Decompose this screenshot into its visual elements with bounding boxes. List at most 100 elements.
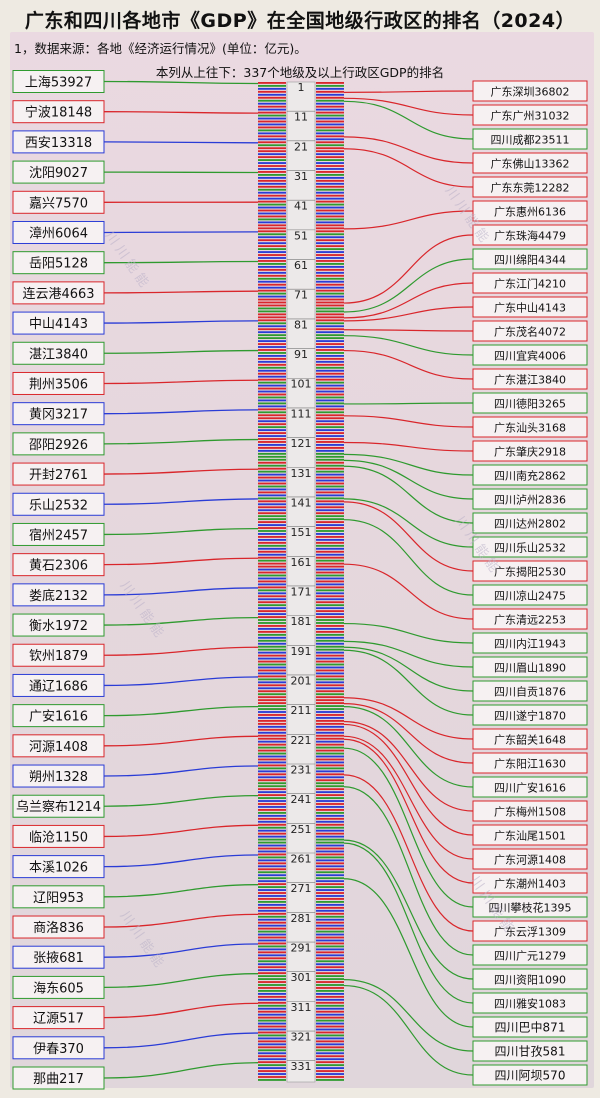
right-connector [343, 100, 474, 140]
rank-stripe [258, 265, 286, 268]
rank-stripe [316, 274, 344, 277]
rank-stripe [316, 948, 344, 951]
rank-stripe [316, 271, 344, 274]
rank-stripe [258, 853, 286, 856]
rank-stripe [258, 654, 286, 657]
rank-stripe [316, 215, 344, 218]
rank-stripe [316, 114, 344, 117]
rank-stripe [258, 981, 286, 983]
rank-stripe [316, 446, 344, 449]
rank-stripe [258, 963, 286, 966]
left-city-box [12, 251, 105, 275]
right-connector [343, 282, 474, 319]
rank-stripe [258, 740, 286, 743]
rank-stripe [316, 749, 344, 752]
rank-axis: 1112131415161718191101111121131141151161… [286, 81, 316, 1083]
rank-tick-label: 291 [291, 942, 312, 955]
rank-stripe [258, 96, 286, 99]
rank-stripe [316, 429, 344, 432]
right-city-box [472, 464, 588, 486]
rank-tick-label: 61 [294, 259, 308, 272]
rank-stripe [258, 277, 286, 280]
rank-stripe [258, 479, 286, 482]
right-city-label: 四川资阳1090 [494, 974, 566, 987]
rank-stripe [258, 657, 286, 660]
rank-stripe [316, 337, 344, 340]
rank-stripe [316, 874, 344, 877]
rank-stripe [258, 874, 286, 877]
rank-stripe [316, 206, 344, 209]
left-city-box [12, 220, 105, 244]
rank-stripe [316, 895, 344, 897]
rank-stripe [258, 426, 286, 429]
rank-stripe [316, 251, 344, 253]
rank-stripe [258, 441, 286, 443]
rank-stripe [258, 616, 286, 618]
rank-stripe [258, 755, 286, 758]
rank-stripe [316, 527, 344, 529]
rank-stripe [316, 1079, 344, 1081]
right-city-label: 四川乐山2532 [494, 542, 566, 555]
rank-stripe [316, 393, 344, 396]
right-city-label: 广东阳江1630 [494, 758, 566, 771]
rank-stripe [258, 589, 286, 592]
rank-stripe [258, 788, 286, 791]
rank-stripe [258, 622, 286, 624]
rank-stripe [258, 476, 286, 479]
rank-stripe [258, 746, 286, 749]
rank-stripe [258, 930, 286, 933]
connector-lines [103, 80, 474, 1079]
left-city-label: 黄石2306 [29, 559, 88, 574]
rank-stripe [316, 942, 344, 945]
rank-stripe [258, 625, 286, 627]
rank-stripe [316, 144, 344, 147]
rank-stripe [258, 681, 286, 684]
left-city-label: 黄冈3217 [29, 408, 88, 423]
rank-stripe [258, 550, 286, 553]
rank-stripe [316, 108, 344, 111]
rank-stripe [258, 185, 286, 188]
right-city-label: 四川攀枝花1395 [489, 901, 572, 915]
rank-stripe [316, 936, 344, 939]
left-connector [103, 587, 259, 596]
rank-stripe [316, 859, 344, 862]
rank-stripe [258, 678, 286, 681]
rank-stripe [316, 660, 344, 663]
rank-stripe [258, 945, 286, 948]
left-connector [103, 260, 259, 264]
rank-stripe [316, 438, 344, 440]
left-city-box [12, 190, 105, 214]
rank-stripe [316, 485, 344, 488]
rank-stripe [316, 325, 344, 328]
left-city-label: 辽阳953 [33, 891, 84, 906]
rank-stripe [258, 636, 286, 639]
rank-tick-label: 221 [291, 734, 312, 747]
right-connector [343, 459, 474, 500]
rank-stripe [258, 613, 286, 615]
rank-stripe [258, 102, 286, 105]
rank-stripe [258, 509, 286, 512]
rank-stripe [316, 420, 344, 423]
left-connector [103, 824, 259, 838]
rank-stripe [316, 500, 344, 503]
rank-stripe [316, 515, 344, 518]
left-city-label: 张掖681 [33, 951, 84, 966]
rank-stripe [316, 627, 344, 630]
rank-stripe [258, 482, 286, 485]
rank-stripe [316, 536, 344, 538]
rank-stripe [258, 363, 286, 366]
rank-stripe [316, 530, 344, 532]
rank-stripe [316, 188, 344, 191]
right-city-label: 广东云浮1309 [494, 926, 566, 939]
rank-tick-label: 301 [291, 971, 312, 984]
rank-stripe [316, 209, 344, 212]
left-connector [103, 111, 259, 114]
rank-stripe [258, 1067, 286, 1069]
rank-stripe [316, 797, 344, 799]
rank-stripe [258, 862, 286, 865]
rank-stripe [316, 387, 344, 390]
rank-stripe [316, 657, 344, 660]
rank-stripe [258, 473, 286, 476]
rank-tick-label: 11 [294, 111, 308, 124]
rank-stripe [258, 1070, 286, 1072]
